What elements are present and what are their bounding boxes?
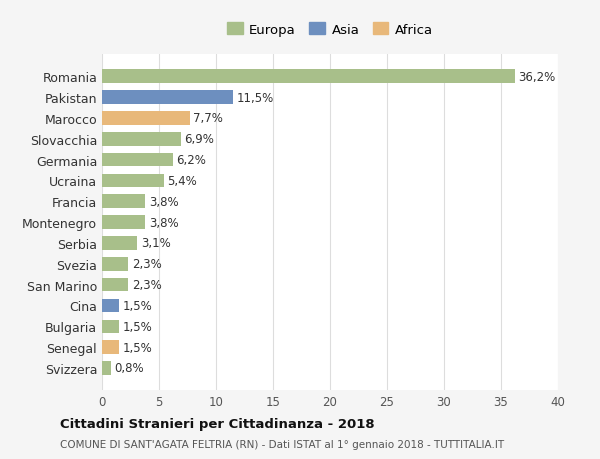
Text: 3,8%: 3,8% bbox=[149, 196, 178, 208]
Bar bbox=[102, 195, 145, 208]
Text: 5,4%: 5,4% bbox=[167, 174, 197, 188]
Text: 3,1%: 3,1% bbox=[141, 237, 170, 250]
Text: 1,5%: 1,5% bbox=[122, 320, 152, 333]
Bar bbox=[102, 361, 111, 375]
Text: 7,7%: 7,7% bbox=[193, 112, 223, 125]
Bar bbox=[102, 91, 233, 105]
Text: COMUNE DI SANT'AGATA FELTRIA (RN) - Dati ISTAT al 1° gennaio 2018 - TUTTITALIA.I: COMUNE DI SANT'AGATA FELTRIA (RN) - Dati… bbox=[60, 440, 504, 449]
Text: 2,3%: 2,3% bbox=[131, 279, 161, 291]
Bar bbox=[102, 112, 190, 125]
Bar bbox=[102, 341, 119, 354]
Legend: Europa, Asia, Africa: Europa, Asia, Africa bbox=[221, 18, 439, 42]
Text: 0,8%: 0,8% bbox=[115, 362, 144, 375]
Text: 36,2%: 36,2% bbox=[518, 71, 556, 84]
Text: 11,5%: 11,5% bbox=[236, 91, 274, 104]
Bar bbox=[102, 70, 515, 84]
Text: 2,3%: 2,3% bbox=[131, 257, 161, 271]
Bar bbox=[102, 237, 137, 250]
Text: 1,5%: 1,5% bbox=[122, 299, 152, 312]
Bar bbox=[102, 174, 164, 188]
Text: 3,8%: 3,8% bbox=[149, 216, 178, 229]
Bar bbox=[102, 133, 181, 146]
Bar bbox=[102, 320, 119, 333]
Bar bbox=[102, 216, 145, 230]
Bar bbox=[102, 153, 173, 167]
Text: 6,2%: 6,2% bbox=[176, 154, 206, 167]
Text: 6,9%: 6,9% bbox=[184, 133, 214, 146]
Bar bbox=[102, 299, 119, 313]
Text: Cittadini Stranieri per Cittadinanza - 2018: Cittadini Stranieri per Cittadinanza - 2… bbox=[60, 417, 374, 430]
Bar bbox=[102, 278, 128, 292]
Bar bbox=[102, 257, 128, 271]
Text: 1,5%: 1,5% bbox=[122, 341, 152, 354]
